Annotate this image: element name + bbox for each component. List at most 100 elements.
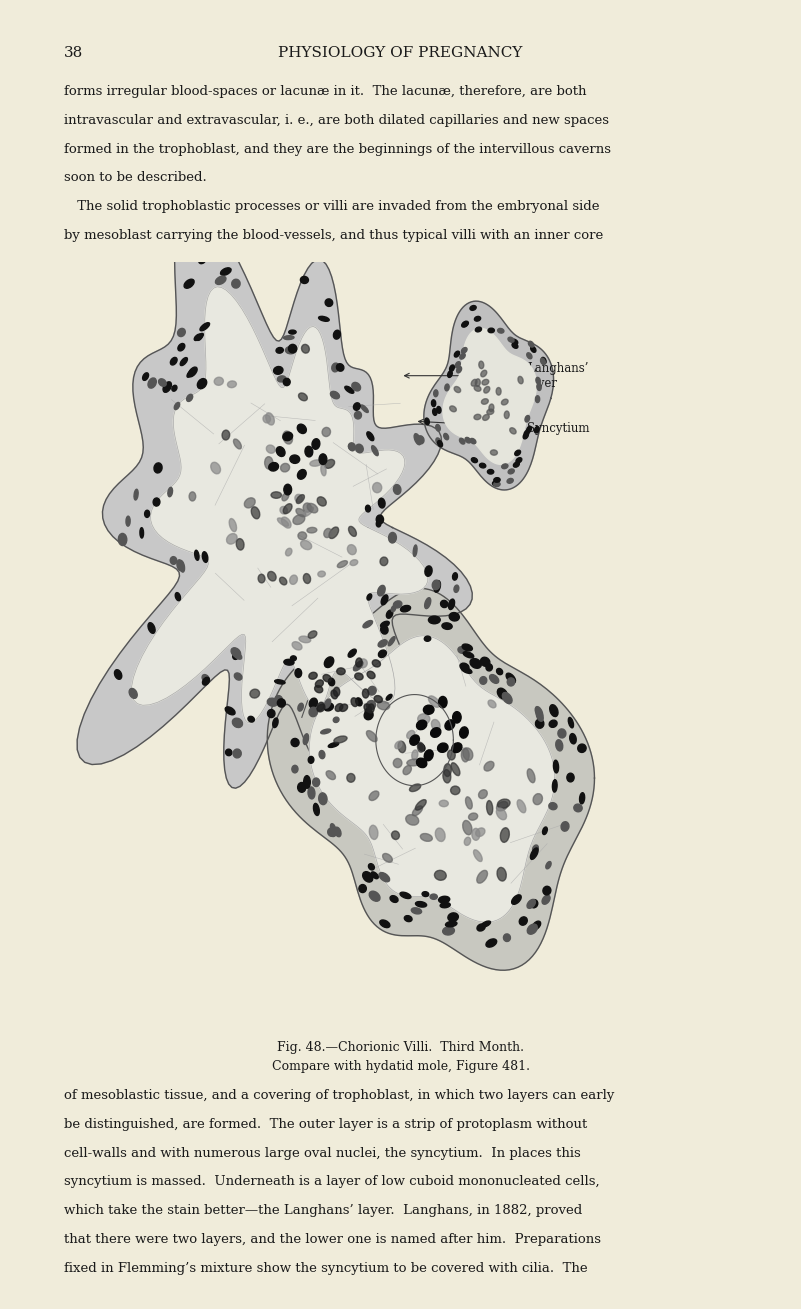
Ellipse shape [332,363,339,372]
Ellipse shape [537,384,541,390]
Ellipse shape [527,899,535,908]
Ellipse shape [448,370,453,377]
Ellipse shape [264,457,273,469]
Ellipse shape [197,378,207,389]
Ellipse shape [285,548,292,556]
Ellipse shape [469,813,477,821]
Ellipse shape [211,462,220,474]
Ellipse shape [543,886,551,895]
Ellipse shape [549,704,558,716]
Ellipse shape [480,463,485,467]
Ellipse shape [497,329,504,332]
Ellipse shape [336,364,344,372]
Ellipse shape [542,895,550,905]
Ellipse shape [460,664,469,670]
Ellipse shape [355,673,363,679]
Ellipse shape [365,708,372,716]
Ellipse shape [513,462,519,467]
Ellipse shape [502,692,512,704]
Ellipse shape [388,533,396,543]
Ellipse shape [319,793,327,805]
Ellipse shape [194,334,201,340]
Ellipse shape [461,322,468,327]
Ellipse shape [378,640,387,647]
Ellipse shape [325,298,332,306]
Ellipse shape [154,463,162,473]
Ellipse shape [284,335,294,339]
Ellipse shape [284,660,294,665]
Ellipse shape [280,577,287,585]
Ellipse shape [405,915,412,922]
Ellipse shape [486,939,497,948]
Ellipse shape [477,924,485,931]
Ellipse shape [304,507,313,517]
Ellipse shape [472,829,480,840]
Ellipse shape [369,891,380,902]
Ellipse shape [481,370,487,377]
Ellipse shape [380,626,388,634]
Ellipse shape [395,741,402,749]
Ellipse shape [475,327,481,332]
Ellipse shape [497,868,506,881]
Ellipse shape [368,864,374,870]
Text: formed in the trophoblast, and they are the beginnings of the intervillous caver: formed in the trophoblast, and they are … [64,143,611,156]
Ellipse shape [214,377,223,385]
Ellipse shape [433,580,440,589]
Ellipse shape [533,846,538,852]
Ellipse shape [280,463,290,473]
Ellipse shape [199,258,206,263]
Ellipse shape [481,657,490,666]
Ellipse shape [509,428,516,435]
Ellipse shape [285,347,296,353]
Ellipse shape [516,458,521,463]
Ellipse shape [536,719,544,728]
Ellipse shape [115,670,122,679]
Ellipse shape [480,677,487,685]
Ellipse shape [439,800,449,806]
Ellipse shape [449,365,454,372]
Ellipse shape [525,415,529,421]
Ellipse shape [297,424,306,433]
Ellipse shape [533,922,541,929]
Ellipse shape [448,750,455,761]
Ellipse shape [436,424,441,431]
Ellipse shape [432,720,440,730]
Ellipse shape [225,707,235,715]
Ellipse shape [231,648,240,657]
Ellipse shape [351,698,358,707]
Ellipse shape [517,800,525,813]
Ellipse shape [317,497,326,507]
Ellipse shape [187,369,194,377]
Ellipse shape [390,895,398,902]
Ellipse shape [409,784,421,792]
Ellipse shape [457,367,461,373]
Ellipse shape [202,674,209,682]
Ellipse shape [414,433,421,445]
Polygon shape [424,301,553,490]
Ellipse shape [568,717,574,728]
Ellipse shape [333,330,340,339]
Ellipse shape [328,829,334,836]
Text: which take the stain better—the Langhans’ layer.  Langhans, in 1882, proved: which take the stain better—the Langhans… [64,1204,582,1217]
Ellipse shape [175,402,179,410]
Ellipse shape [258,575,265,583]
Polygon shape [302,657,400,717]
Ellipse shape [304,776,310,788]
Ellipse shape [297,470,306,479]
Ellipse shape [356,658,362,668]
Ellipse shape [417,758,427,767]
Ellipse shape [481,399,489,404]
Ellipse shape [471,458,477,462]
Ellipse shape [470,658,481,669]
Ellipse shape [441,601,448,607]
Ellipse shape [493,482,500,487]
Ellipse shape [250,689,260,698]
Ellipse shape [298,531,307,539]
Ellipse shape [322,427,331,437]
Ellipse shape [437,744,448,753]
Ellipse shape [508,338,514,342]
Ellipse shape [445,384,449,391]
Ellipse shape [406,814,419,825]
Ellipse shape [417,436,424,444]
Ellipse shape [231,279,240,288]
